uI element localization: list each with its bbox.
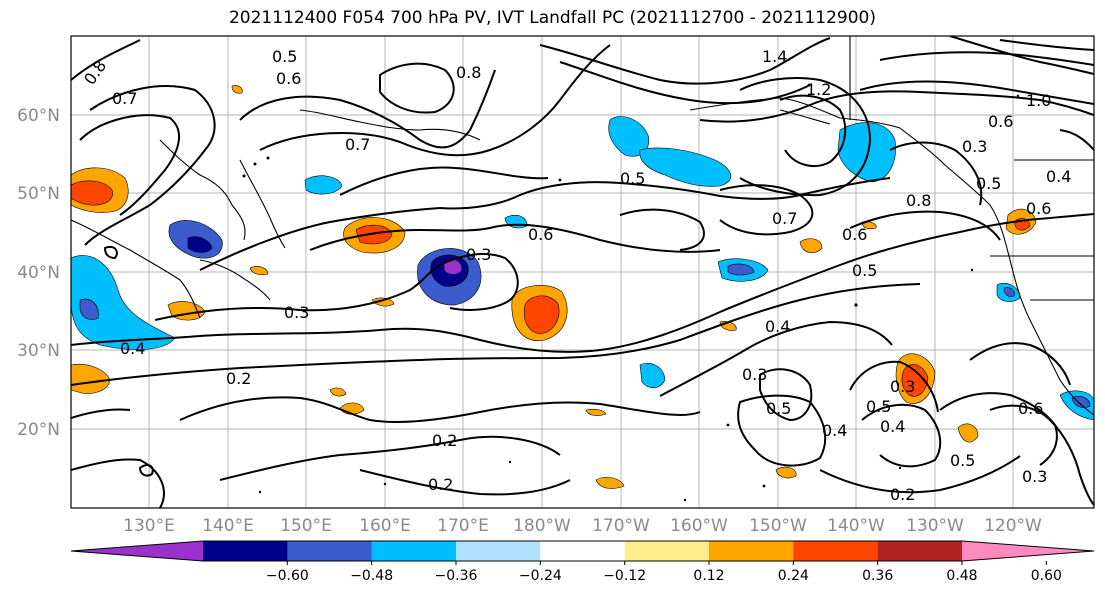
- colorbar-extend-max: [962, 541, 1094, 561]
- colorbar-tick-label: 0.60: [1031, 568, 1062, 584]
- colorbar-segment: [287, 541, 373, 561]
- lon-label: 140°E: [202, 516, 254, 536]
- colorbar-segment: [456, 541, 541, 561]
- contour-label: 0.5: [766, 399, 791, 418]
- contour-label: 0.6: [528, 225, 553, 244]
- contour-label: 0.3: [962, 137, 987, 156]
- colorbar-tick-label: 0.36: [862, 568, 893, 584]
- contour-label: 0.5: [620, 169, 645, 188]
- contour-label-group: 0.8 0.7 0.5 0.6 0.8 0.7 1.4 1.2 1.0 0.6 …: [80, 47, 1071, 504]
- colorbar-segment: [540, 541, 626, 561]
- contour-label: 0.2: [428, 475, 453, 494]
- contour-label: 0.3: [742, 365, 767, 384]
- lat-label: 60°N: [17, 106, 60, 126]
- lon-label: 150°E: [280, 516, 332, 536]
- lon-label: 140°W: [827, 516, 885, 536]
- lat-label: 20°N: [17, 420, 60, 440]
- colorbar-segment: [793, 541, 879, 561]
- colorbar-segment: [371, 541, 457, 561]
- contour-label: 0.7: [345, 135, 370, 154]
- lon-label: 160°E: [359, 516, 411, 536]
- contour-label: 0.4: [1046, 167, 1071, 186]
- contour-label: 0.3: [1022, 467, 1047, 486]
- colorbar: −0.60 −0.48 −0.36 −0.24 −0.12 0.12 0.24 0.36 0.4…: [70, 540, 1095, 584]
- contour-label: 0.3: [466, 245, 491, 264]
- lat-label: 50°N: [17, 184, 60, 204]
- islands: [242, 94, 1020, 502]
- contour-label: 0.6: [988, 112, 1013, 131]
- lat-label: 40°N: [17, 263, 60, 283]
- contour-label: 0.4: [765, 317, 790, 336]
- contour-label: 0.2: [226, 369, 251, 388]
- colorbar-extend-min: [71, 541, 203, 561]
- lon-label: 130°W: [906, 516, 964, 536]
- pv-contours: [71, 36, 1094, 508]
- colorbar-tick-label: 0.24: [778, 568, 809, 584]
- contour-label: 0.6: [276, 69, 301, 88]
- colorbar-segment: [709, 541, 794, 561]
- contour-label: 0.4: [120, 339, 145, 358]
- colorbar-tick-label: −0.12: [603, 568, 646, 584]
- colorbar-tick-label: −0.36: [435, 568, 478, 584]
- contour-label: 0.8: [906, 191, 931, 210]
- plot-frame: [70, 35, 1095, 509]
- lat-label: 30°N: [17, 341, 60, 361]
- contour-label: 0.8: [456, 63, 481, 82]
- colorbar-tick-label: −0.60: [266, 568, 309, 584]
- colorbar-segment: [877, 541, 963, 561]
- longitude-axis: 130°E 140°E 150°E 160°E 170°E 180°W 170°…: [123, 516, 1042, 536]
- contour-label: 0.5: [976, 174, 1001, 193]
- contour-label: 0.4: [880, 417, 905, 436]
- contour-label: 0.6: [1018, 399, 1043, 418]
- lon-label: 130°E: [123, 516, 175, 536]
- contour-label: 0.3: [890, 377, 915, 396]
- contour-label: 0.5: [272, 47, 297, 66]
- lon-label: 160°W: [670, 516, 728, 536]
- colorbar-tick-label: −0.24: [519, 568, 562, 584]
- contour-label: 0.6: [1026, 199, 1051, 218]
- contour-label: 0.2: [432, 431, 457, 450]
- colorbar-tick-label: −0.48: [350, 568, 393, 584]
- contour-label: 0.4: [822, 421, 847, 440]
- contour-label: 0.6: [842, 225, 867, 244]
- contour-label: 0.2: [890, 485, 915, 504]
- lon-label: 150°W: [749, 516, 807, 536]
- lon-label: 170°W: [592, 516, 650, 536]
- contour-label: 0.7: [112, 89, 137, 108]
- gridlines: [71, 36, 1094, 508]
- lon-label: 170°E: [437, 516, 489, 536]
- contour-label: 0.7: [772, 209, 797, 228]
- colorbar-segment: [203, 541, 288, 561]
- colorbar-tick-label: 0.12: [693, 568, 724, 584]
- contour-label: 0.5: [866, 397, 891, 416]
- contour-label: 1.4: [762, 47, 787, 66]
- contour-label: 1.0: [1026, 91, 1051, 110]
- contour-label: 1.2: [806, 80, 831, 99]
- latitude-axis: 60°N 50°N 40°N 30°N 20°N: [17, 106, 60, 440]
- colorbar-outline: [70, 540, 1095, 562]
- contour-label: 0.5: [950, 451, 975, 470]
- colorbar-tick-label: 0.48: [946, 568, 977, 584]
- contour-label: 0.3: [284, 303, 309, 322]
- contour-label: 0.5: [852, 261, 877, 280]
- lon-label: 180°W: [513, 516, 571, 536]
- colorbar-segment: [624, 541, 710, 561]
- lon-label: 120°W: [984, 516, 1042, 536]
- map-title: 2021112400 F054 700 hPa PV, IVT Landfall…: [228, 8, 876, 28]
